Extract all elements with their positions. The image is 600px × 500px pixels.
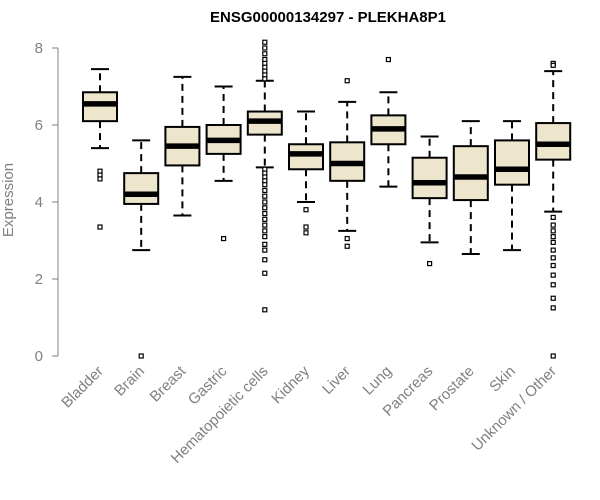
- box-group-1: [123, 139, 160, 359]
- outlier-11-10: [550, 272, 556, 278]
- outlier-6-2: [344, 243, 350, 249]
- outlier-4-19: [262, 216, 268, 222]
- y-tick-label-0: 0: [35, 348, 43, 365]
- box-group-9: [452, 120, 489, 255]
- outlier-11-4: [550, 228, 556, 234]
- outlier-6-1: [344, 235, 350, 242]
- outlier-4-1: [262, 45, 268, 51]
- y-tick-label-4: 8: [35, 40, 43, 57]
- outlier-5-1: [303, 224, 309, 230]
- box-group-11: [535, 60, 572, 359]
- outlier-11-8: [550, 255, 556, 261]
- outlier-4-25: [262, 257, 268, 263]
- x-tick-label-1: Brain: [111, 363, 148, 400]
- outlier-11-6: [550, 239, 556, 246]
- outlier-11-9: [550, 262, 556, 269]
- box-group-3: [205, 85, 242, 242]
- box-5: [288, 143, 324, 171]
- outlier-5-0: [303, 207, 309, 213]
- chart-title: ENSG00000134297 - PLEKHA8P1: [210, 9, 446, 26]
- box-group-8: [411, 135, 448, 267]
- x-tick-label-5: Kidney: [268, 362, 313, 407]
- box-10: [494, 139, 530, 186]
- x-tick-label-0: Bladder: [58, 363, 107, 412]
- box-group-6: [329, 78, 366, 249]
- box-group-4: [246, 39, 283, 313]
- plot-area: [82, 39, 572, 359]
- outlier-4-8: [262, 76, 268, 82]
- box-group-0: [82, 68, 118, 230]
- outlier-1-0: [138, 353, 144, 359]
- x-tick-label-7: Lung: [360, 363, 396, 399]
- outlier-4-0: [262, 39, 268, 45]
- outlier-11-12: [550, 295, 556, 301]
- outlier-4-13: [262, 182, 268, 188]
- y-tick-label-3: 6: [35, 117, 43, 134]
- outlier-4-24: [262, 247, 268, 253]
- outlier-11-7: [550, 247, 556, 253]
- box-group-2: [164, 75, 201, 217]
- box-group-10: [494, 120, 530, 252]
- outlier-0-2: [97, 176, 103, 182]
- x-tick-label-10: Skin: [486, 363, 519, 396]
- x-tick-label-9: Prostate: [426, 363, 478, 415]
- box-group-5: [288, 110, 324, 236]
- outlier-0-3: [97, 224, 103, 230]
- outlier-4-15: [262, 193, 268, 199]
- outlier-11-5: [550, 234, 556, 240]
- outlier-3-0: [221, 235, 227, 242]
- outlier-11-11: [550, 282, 556, 288]
- outlier-8-0: [427, 261, 433, 267]
- x-tick-label-2: Breast: [147, 362, 190, 405]
- outlier-4-23: [262, 241, 268, 247]
- outlier-4-22: [262, 234, 268, 240]
- outlier-11-14: [550, 353, 556, 359]
- outlier-4-27: [262, 307, 268, 313]
- outlier-11-1: [550, 62, 556, 68]
- y-axis: 0 2 4 6 8: [35, 40, 59, 365]
- box-8: [411, 156, 448, 200]
- outlier-6-0: [344, 78, 350, 84]
- box-group-7: [370, 56, 407, 188]
- outlier-7-0: [385, 56, 391, 63]
- box-1: [123, 172, 160, 205]
- y-tick-label-2: 4: [35, 194, 43, 211]
- outlier-4-26: [262, 270, 268, 276]
- outlier-11-2: [550, 214, 556, 220]
- y-axis-label: Expression: [0, 163, 17, 237]
- y-tick-label-1: 2: [35, 271, 43, 288]
- box-11: [535, 122, 572, 161]
- outlier-4-17: [262, 205, 268, 211]
- box-9: [452, 145, 489, 202]
- outlier-4-20: [262, 222, 268, 228]
- outlier-4-14: [262, 187, 268, 194]
- outlier-4-18: [262, 210, 268, 217]
- box-0: [82, 91, 118, 123]
- outlier-11-3: [550, 222, 556, 228]
- outlier-4-16: [262, 199, 268, 205]
- x-tick-label-6: Liver: [319, 363, 354, 398]
- outlier-11-13: [550, 305, 556, 311]
- outlier-4-2: [262, 51, 268, 57]
- outlier-4-21: [262, 228, 268, 234]
- outlier-5-2: [303, 230, 309, 236]
